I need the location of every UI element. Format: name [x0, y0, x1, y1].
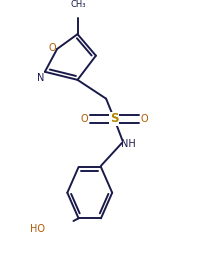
Text: S: S [110, 112, 119, 125]
Text: HO: HO [30, 224, 45, 234]
Text: O: O [48, 43, 56, 53]
Text: O: O [141, 114, 148, 124]
Text: O: O [80, 114, 88, 124]
Text: CH₃: CH₃ [71, 1, 86, 9]
Text: N: N [37, 73, 44, 83]
Text: NH: NH [121, 139, 136, 148]
